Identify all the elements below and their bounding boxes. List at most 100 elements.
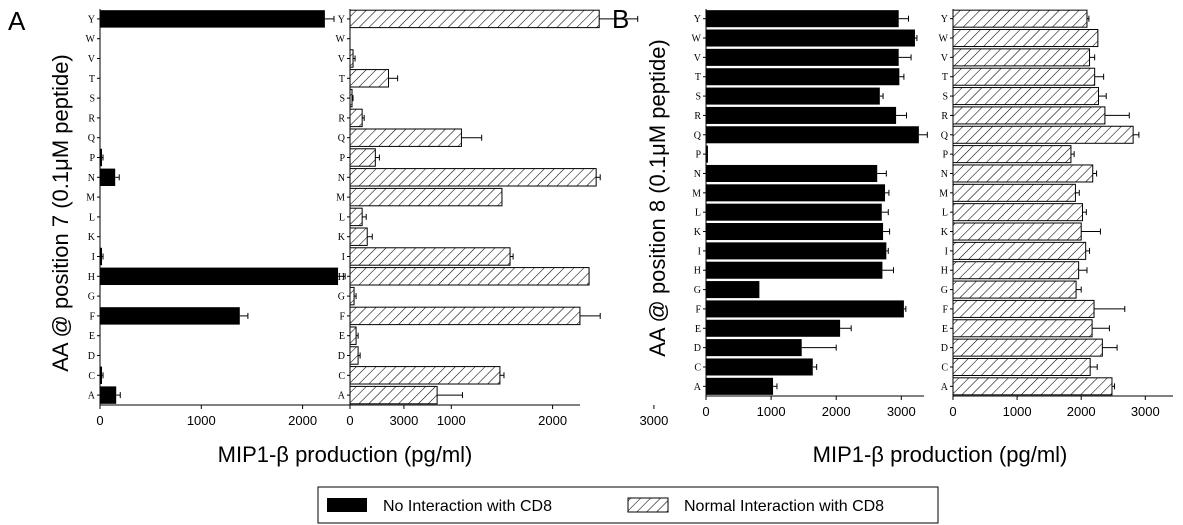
panel-b-ylabel: AA @ position 8 (0.1μM peptide) <box>645 39 670 357</box>
category-label: I <box>698 246 701 257</box>
bar-b-no-D <box>706 339 802 357</box>
category-label: W <box>336 34 346 45</box>
category-label: R <box>88 113 95 124</box>
bar-a-normal-V <box>349 49 354 68</box>
x-tick-label: 3000 <box>887 404 916 419</box>
bar-a-normal-I <box>349 247 511 266</box>
x-tick-label: 2000 <box>822 404 851 419</box>
category-label: G <box>338 292 345 303</box>
bar-b-normal-K <box>952 222 1082 241</box>
panel-b-xlabel: MIP1-β production (pg/ml) <box>813 442 1068 467</box>
category-label: N <box>694 169 701 180</box>
category-label: D <box>941 343 948 354</box>
category-label: E <box>942 324 948 335</box>
category-label: C <box>338 371 345 382</box>
bar-b-no-M <box>706 184 886 202</box>
bar-b-normal-W <box>952 29 1099 48</box>
x-tick-label: 3000 <box>1131 404 1160 419</box>
bar-b-normal-P <box>952 145 1072 164</box>
category-label: P <box>89 153 95 164</box>
x-tick-label: 1000 <box>1003 404 1032 419</box>
bar-b-normal-G <box>952 280 1077 299</box>
bar-a-no-C <box>100 366 103 385</box>
category-label: G <box>941 285 948 296</box>
bar-b-no-L <box>706 203 882 221</box>
bar-b-normal-C <box>952 357 1091 376</box>
bar-b-no-N <box>706 164 878 182</box>
bar-b-normal-R <box>952 106 1106 125</box>
bar-b-no-Y <box>706 10 899 28</box>
bar-b-normal-S <box>952 87 1100 106</box>
bar-b-no-V <box>706 48 899 66</box>
category-label: N <box>338 173 345 184</box>
category-label: T <box>942 72 948 83</box>
x-tick-label: 0 <box>96 413 103 428</box>
category-label: T <box>339 74 345 85</box>
category-label: D <box>694 343 701 354</box>
legend: No Interaction with CD8 Normal Interacti… <box>317 486 939 524</box>
bar-b-no-C <box>706 358 813 376</box>
category-label: T <box>89 74 95 85</box>
x-tick-label: 2000 <box>288 413 317 428</box>
bar-b-no-G <box>706 281 760 299</box>
bar-b-normal-V <box>952 48 1091 67</box>
bar-b-no-Q <box>706 126 919 144</box>
bar-b-normal-E <box>952 319 1093 338</box>
legend-label-normal-interaction: Normal Interaction with CD8 <box>684 498 884 515</box>
category-label: Y <box>694 14 701 25</box>
category-label: M <box>939 188 948 199</box>
category-label: I <box>945 246 948 257</box>
category-label: S <box>339 94 345 105</box>
category-label: Y <box>941 14 948 25</box>
bar-a-no-Y <box>100 10 325 28</box>
category-label: Y <box>88 14 95 25</box>
bar-b-no-I <box>706 242 887 260</box>
category-label: R <box>338 113 345 124</box>
category-label: I <box>92 252 95 263</box>
bar-a-normal-H <box>349 267 590 286</box>
category-label: A <box>88 391 96 402</box>
category-label: M <box>86 193 95 204</box>
legend-swatch-hatched <box>627 497 669 513</box>
category-label: I <box>342 252 345 263</box>
bar-a-normal-F <box>349 306 581 326</box>
category-label: V <box>338 54 346 65</box>
bar-a-normal-Y <box>349 9 600 29</box>
category-label: E <box>89 331 95 342</box>
category-label: E <box>339 331 345 342</box>
category-label: T <box>695 72 701 83</box>
bar-a-normal-T <box>349 69 389 88</box>
category-label: E <box>695 324 701 335</box>
category-label: V <box>694 53 702 64</box>
category-label: H <box>338 272 345 283</box>
category-label: C <box>88 371 95 382</box>
category-label: L <box>942 208 948 219</box>
x-tick-label: 1000 <box>187 413 216 428</box>
category-label: P <box>942 150 948 161</box>
bar-a-normal-R <box>349 108 363 128</box>
category-label: F <box>695 304 701 315</box>
bar-b-no-H <box>706 261 883 279</box>
category-label: W <box>692 34 702 45</box>
category-label: G <box>694 285 701 296</box>
category-label: V <box>941 53 949 64</box>
bar-b-no-R <box>706 106 897 124</box>
category-label: Q <box>694 130 702 141</box>
category-label: W <box>86 34 96 45</box>
bar-a-no-F <box>100 307 240 325</box>
bar-b-no-P <box>706 145 708 163</box>
bar-a-normal-M <box>349 187 503 207</box>
category-label: C <box>941 362 948 373</box>
category-label: H <box>88 272 95 283</box>
bar-a-normal-S <box>349 88 353 108</box>
bar-b-normal-Y <box>952 9 1088 28</box>
panel-a-label: A <box>8 6 26 36</box>
x-tick-label: 1000 <box>757 404 786 419</box>
category-label: Q <box>941 130 949 141</box>
bar-b-no-W <box>706 29 915 47</box>
category-label: L <box>695 208 701 219</box>
category-label: D <box>88 351 95 362</box>
